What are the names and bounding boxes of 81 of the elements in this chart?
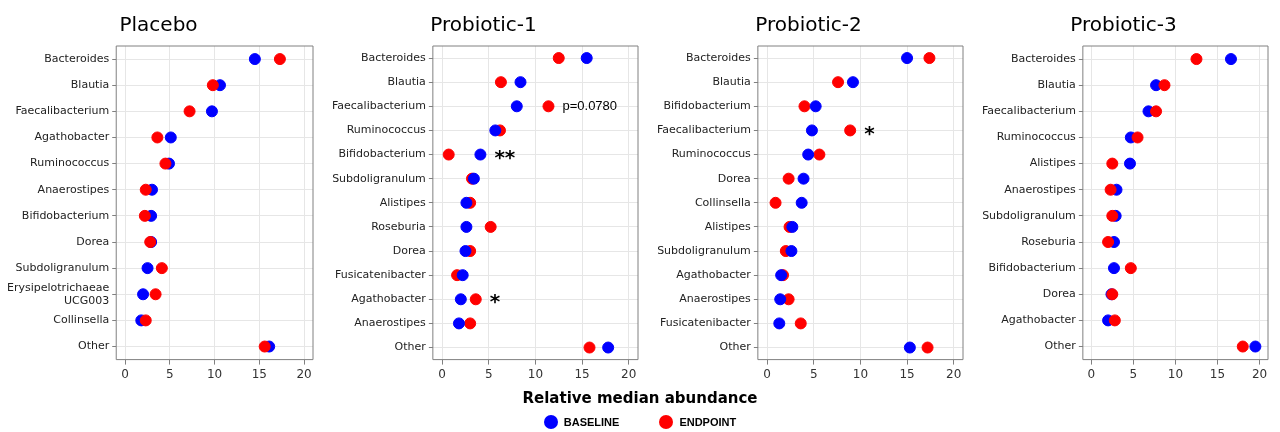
y-tick-label: Blautia [712, 75, 751, 89]
x-tick-label: 15 [251, 366, 267, 381]
y-tick-label: Anaerostipes [679, 292, 752, 306]
x-tick-label: 20 [1251, 366, 1268, 381]
y-tick-label: Erysipelotrichaeae UCG003 [7, 280, 110, 307]
y-tick-label: Subdoligranulum [982, 208, 1076, 222]
y-tick-label: Alistipes [1029, 156, 1077, 170]
y-tick-label: Bifidobacterium [663, 99, 751, 113]
x-tick-label: 20 [621, 366, 637, 381]
x-tick-label: 0 [438, 366, 446, 381]
y-tick-label: Other [1044, 339, 1077, 353]
y-tick-label: Alistipes [704, 219, 752, 233]
y-tick-label: Bifidobacterium [988, 260, 1076, 274]
y-tick-label: Subdoligranulum [15, 260, 110, 274]
y-tick-label: Roseburia [371, 219, 426, 233]
x-tick-label: 10 [1167, 366, 1184, 381]
y-tick-label: Collinsella [694, 195, 751, 209]
y-tick-label: Alistipes [379, 195, 427, 209]
chart-title: Probiotic-1 [430, 12, 537, 37]
y-tick-label: Fusicatenibacter [660, 316, 752, 330]
x-tick-label: 0 [1087, 366, 1096, 381]
x-tick-label: 5 [484, 366, 493, 381]
y-tick-label: Faecalibacterium [657, 123, 751, 137]
x-tick-label: 15 [574, 366, 590, 381]
x-tick-label: 5 [809, 366, 818, 381]
x-tick-label: 20 [296, 366, 312, 381]
x-tick-label: 15 [1209, 366, 1226, 381]
y-tick-label: Collinsella [53, 313, 110, 327]
y-tick-label: Faecalibacterium [982, 104, 1076, 118]
y-tick-label: Fusicatenibacter [335, 268, 427, 282]
x-tick-label: 15 [899, 366, 915, 381]
y-tick-label: Ruminococcus [671, 147, 752, 161]
x-axis-title: Relative median abundance [521, 389, 759, 407]
y-tick-label: Faecalibacterium [15, 104, 110, 118]
y-tick-label: Dorea [392, 243, 426, 257]
y-tick-label: Agathobacter [351, 292, 427, 306]
y-tick-label: Agathobacter [1001, 313, 1077, 327]
x-tick-label: 0 [121, 366, 129, 381]
y-tick-label: Blautia [1037, 78, 1076, 92]
legend-label: ENDPOINT [679, 416, 737, 428]
y-tick-label: Bacteroides [44, 51, 110, 65]
chart-title: Probiotic-3 [1070, 12, 1177, 37]
x-tick-label: 5 [166, 366, 174, 381]
x-tick-label: 10 [527, 366, 544, 381]
y-tick-label: Dorea [76, 234, 110, 248]
chart-title: Probiotic-2 [755, 12, 862, 37]
annotation: * [489, 289, 501, 314]
y-tick-label: Anaerostipes [354, 316, 427, 330]
y-tick-label: Other [394, 340, 427, 354]
y-tick-label: Blautia [70, 78, 110, 92]
y-tick-label: Other [719, 340, 752, 354]
y-tick-label: Ruminococcus [346, 123, 427, 137]
x-tick-label: 10 [852, 366, 869, 381]
y-tick-label: Dorea [1042, 287, 1076, 301]
x-tick-label: 20 [946, 366, 962, 381]
chart-title: Placebo [119, 12, 198, 37]
x-tick-label: 10 [206, 366, 223, 381]
y-tick-label: Subdoligranulum [657, 243, 751, 257]
y-tick-label: Ruminococcus [30, 156, 110, 170]
y-tick-label: Anaerostipes [37, 182, 110, 196]
y-tick-label: Bifidobacterium [21, 208, 110, 222]
y-tick-label: Ruminococcus [996, 130, 1077, 144]
y-tick-label: Agathobacter [34, 130, 110, 144]
y-tick-label: Bacteroides [685, 50, 752, 64]
y-tick-label: Anaerostipes [1004, 182, 1077, 196]
y-tick-label: Other [78, 339, 110, 353]
annotation: * [864, 120, 876, 145]
y-tick-label: Blautia [387, 75, 426, 89]
legend-label: BASELINE [563, 416, 620, 428]
x-tick-label: 0 [763, 366, 771, 381]
y-tick-label: Bifidobacterium [338, 147, 426, 161]
annotation: p=0.0780 [562, 97, 618, 113]
y-tick-label: Subdoligranulum [332, 171, 426, 185]
y-tick-label: Bacteroides [360, 50, 427, 64]
y-tick-label: Roseburia [1021, 234, 1076, 248]
y-tick-label: Bacteroides [1010, 51, 1077, 65]
y-tick-label: Dorea [717, 171, 751, 185]
y-tick-label: Faecalibacterium [332, 99, 426, 113]
y-tick-label: Agathobacter [676, 268, 752, 282]
x-tick-label: 5 [1129, 366, 1138, 381]
annotation: ** [494, 144, 516, 169]
